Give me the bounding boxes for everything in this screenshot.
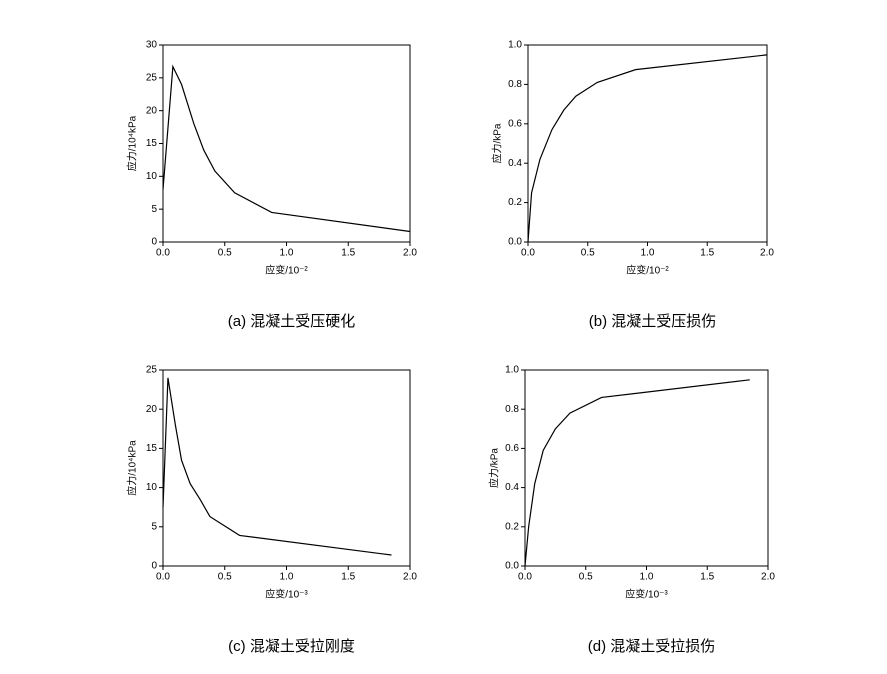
y-axis-label: 应力/10⁴kPa: [126, 115, 139, 171]
y-tick-label: 5: [151, 521, 157, 532]
line: [162, 64, 411, 233]
x-axis-label: 应变/10⁻²: [265, 264, 308, 277]
caption: (a) 混凝土受压硬化: [228, 313, 356, 330]
x-tick-label: 0.5: [218, 248, 232, 259]
x-tick-label: 1.0: [280, 572, 294, 583]
y-tick-label: 5: [151, 204, 157, 215]
x-tick-label: 2.0: [403, 248, 417, 259]
y-tick-label: 0.2: [508, 197, 522, 208]
line: [527, 54, 768, 243]
y-tick-label: 30: [146, 40, 158, 51]
y-tick-label: 0.0: [505, 561, 519, 572]
y-tick-label: 20: [146, 404, 158, 415]
x-tick-label: 2.0: [761, 572, 775, 583]
plot-frame: [527, 44, 768, 243]
y-tick-label: 15: [146, 138, 158, 149]
x-tick-label: 0.0: [521, 248, 535, 259]
x-tick-label: 0.5: [579, 572, 593, 583]
x-tick-label: 1.5: [341, 572, 355, 583]
y-tick-label: 0.0: [508, 237, 522, 248]
y-tick-label: 25: [146, 72, 158, 83]
y-tick-label: 15: [146, 443, 158, 454]
y-tick-label: 10: [146, 171, 158, 182]
y-tick-label: 0.6: [505, 443, 519, 454]
plot-frame: [162, 369, 411, 567]
caption: (c) 混凝土受拉刚度: [228, 638, 355, 655]
y-tick-label: 10: [146, 482, 158, 493]
x-tick-label: 1.0: [280, 248, 294, 259]
caption: (d) 混凝土受拉损伤: [588, 638, 716, 655]
x-tick-label: 0.0: [518, 572, 532, 583]
x-axis-label: 应变/10⁻²: [626, 264, 669, 277]
x-tick-label: 1.0: [640, 572, 654, 583]
y-tick-label: 0.6: [508, 118, 522, 129]
line: [162, 377, 392, 556]
y-tick-label: 25: [146, 365, 158, 376]
line: [524, 379, 750, 567]
x-tick-label: 1.5: [341, 248, 355, 259]
y-axis-label: 应力/kPa: [488, 448, 501, 488]
y-tick-label: 1.0: [508, 40, 522, 51]
x-tick-label: 0.5: [581, 248, 595, 259]
y-tick-label: 1.0: [505, 365, 519, 376]
y-tick-label: 0: [151, 561, 157, 572]
x-tick-label: 0.5: [218, 572, 232, 583]
y-tick-label: 20: [146, 105, 158, 116]
y-tick-label: 0: [151, 237, 157, 248]
x-tick-label: 1.5: [700, 572, 714, 583]
y-tick-label: 0.4: [505, 482, 519, 493]
y-tick-label: 0.8: [505, 404, 519, 415]
x-axis-label: 应变/10⁻³: [265, 588, 308, 601]
x-tick-label: 2.0: [403, 572, 417, 583]
x-tick-label: 2.0: [760, 248, 774, 259]
plot-frame: [162, 44, 411, 243]
x-axis-label: 应变/10⁻³: [625, 588, 668, 601]
x-tick-label: 1.5: [700, 248, 714, 259]
y-axis-label: 应力/10⁴kPa: [126, 440, 139, 496]
y-tick-label: 0.2: [505, 521, 519, 532]
caption: (b) 混凝土受压损伤: [589, 313, 717, 330]
x-tick-label: 0.0: [156, 572, 170, 583]
plot-frame: [524, 369, 769, 567]
y-axis-label: 应力/kPa: [491, 123, 504, 163]
x-tick-label: 1.0: [641, 248, 655, 259]
x-tick-label: 0.0: [156, 248, 170, 259]
y-tick-label: 0.8: [508, 79, 522, 90]
y-tick-label: 0.4: [508, 158, 522, 169]
